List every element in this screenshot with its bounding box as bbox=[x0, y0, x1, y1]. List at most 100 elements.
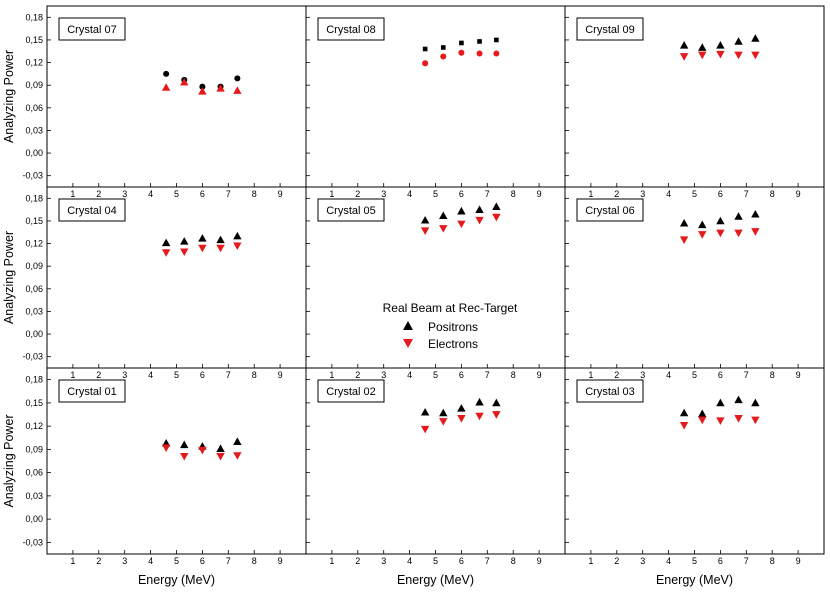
positron-point bbox=[180, 440, 189, 449]
x-tick-label: 1 bbox=[329, 556, 334, 566]
electron-point bbox=[161, 83, 171, 91]
x-tick-label: 6 bbox=[718, 556, 723, 566]
panel-label-box bbox=[58, 17, 126, 41]
y-tick-label: 0,12 bbox=[25, 421, 43, 431]
positron-point bbox=[477, 39, 482, 44]
panel-crystal-01: -0,03 0,00 0,03 0,06 0,09 0,12 0,15 0,18 1 2 3 4 5 6 7… bbox=[22, 367, 307, 566]
electron-point bbox=[679, 421, 689, 430]
x-tick-label: 8 bbox=[511, 370, 516, 380]
positron-point bbox=[459, 40, 464, 46]
x-tick-label: 8 bbox=[770, 189, 775, 199]
y-tick-label: 0,15 bbox=[25, 398, 43, 408]
x-tick-label: 2 bbox=[614, 556, 619, 566]
electron-point bbox=[422, 60, 429, 67]
electron-point bbox=[161, 444, 171, 453]
y-tick-label: 0,03 bbox=[25, 125, 43, 135]
x-tick-label: 4 bbox=[148, 189, 153, 199]
electron-point bbox=[420, 425, 430, 434]
electron-point bbox=[216, 84, 225, 92]
x-tick-label: 5 bbox=[174, 370, 179, 380]
x-tick-label: 9 bbox=[278, 556, 283, 566]
x-tick-label: 8 bbox=[252, 189, 257, 199]
y-tick-label: 0,09 bbox=[25, 261, 43, 271]
y-axis-title: Analyzing Power bbox=[2, 414, 16, 507]
x-tick-label: 4 bbox=[148, 556, 153, 566]
x-tick-label: 6 bbox=[459, 189, 464, 199]
x-tick-label: 2 bbox=[96, 556, 101, 566]
x-tick-label: 8 bbox=[511, 189, 516, 199]
panel-label-box bbox=[317, 17, 385, 41]
positron-point bbox=[492, 398, 501, 407]
electron-point bbox=[698, 231, 707, 239]
positron-point bbox=[233, 231, 242, 240]
x-tick-label: 5 bbox=[692, 189, 697, 199]
x-tick-label: 6 bbox=[459, 370, 464, 380]
x-tick-label: 5 bbox=[174, 189, 179, 199]
x-tick-label: 6 bbox=[459, 556, 464, 566]
electron-point bbox=[492, 213, 501, 222]
x-axis-title: Energy (MeV) bbox=[397, 573, 474, 587]
electron-point bbox=[458, 49, 465, 56]
x-tick-label: 1 bbox=[588, 556, 593, 566]
y-axis-title: Analyzing Power bbox=[2, 50, 16, 143]
x-tick-label: 8 bbox=[252, 370, 257, 380]
x-tick-label: 3 bbox=[640, 370, 645, 380]
panel-crystal-06: 1 2 3 4 5 6 7 8 9 Crystal 06 bbox=[564, 186, 825, 380]
x-tick-label: 5 bbox=[174, 556, 179, 566]
electron-point bbox=[180, 248, 189, 257]
y-axis-title: Analyzing Power bbox=[2, 231, 16, 324]
electron-point bbox=[216, 244, 225, 253]
panel-label: Crystal 05 bbox=[326, 205, 376, 217]
x-tick-label: 5 bbox=[692, 556, 697, 566]
positron-point bbox=[233, 437, 242, 445]
x-tick-label: 6 bbox=[718, 370, 723, 380]
x-axis-title: Energy (MeV) bbox=[656, 573, 733, 587]
x-tick-label: 3 bbox=[122, 556, 127, 566]
y-tick-label: 0,00 bbox=[25, 329, 43, 339]
x-tick-label: 3 bbox=[640, 556, 645, 566]
positron-point bbox=[679, 41, 689, 49]
electron-point bbox=[216, 452, 225, 461]
positron-point bbox=[734, 395, 743, 404]
x-tick-label: 7 bbox=[485, 189, 490, 199]
x-tick-label: 9 bbox=[537, 189, 542, 199]
x-tick-label: 6 bbox=[200, 370, 205, 380]
legend-positrons-marker bbox=[403, 321, 413, 330]
positron-point bbox=[716, 216, 725, 225]
x-tick-label: 1 bbox=[70, 189, 75, 199]
panel-crystal-07: -0,03 0,00 0,03 0,06 0,09 0,12 0,15 0,18 1 2 3 4 5 6 7… bbox=[22, 5, 307, 199]
x-tick-label: 6 bbox=[200, 556, 205, 566]
x-axis-title: Energy (MeV) bbox=[138, 573, 215, 587]
y-tick-label: 0,06 bbox=[25, 468, 43, 478]
electron-point bbox=[698, 51, 707, 60]
y-tick-label: 0,09 bbox=[25, 80, 43, 90]
electron-point bbox=[734, 415, 743, 423]
panel-crystal-09: 1 2 3 4 5 6 7 8 9 Crystal 09 bbox=[564, 5, 825, 199]
electron-point bbox=[716, 417, 725, 425]
panel-crystal-08: 1 2 3 4 5 6 7 8 9 Crystal 08 bbox=[305, 5, 566, 199]
y-tick-label: 0,06 bbox=[25, 284, 43, 294]
positron-point bbox=[734, 212, 743, 220]
x-tick-label: 9 bbox=[796, 370, 801, 380]
x-tick-label: 7 bbox=[744, 370, 749, 380]
positron-point bbox=[492, 202, 501, 210]
positron-point bbox=[716, 41, 725, 49]
x-tick-label: 7 bbox=[226, 370, 231, 380]
legend-positrons-label: Positrons bbox=[428, 320, 478, 334]
panels-layer: -0,03 0,00 0,03 0,06 0,09 0,12 0,15 0,18 1 2 3 4 5 6 7… bbox=[22, 5, 825, 566]
positron-point bbox=[161, 238, 171, 247]
x-tick-label: 8 bbox=[511, 556, 516, 566]
panel-label: Crystal 04 bbox=[67, 205, 117, 217]
positron-point bbox=[180, 237, 189, 245]
panel-crystal-05: 1 2 3 4 5 6 7 8 9 Crystal 05 bbox=[305, 186, 566, 380]
positron-point bbox=[198, 234, 207, 242]
electron-point bbox=[198, 244, 207, 253]
legend-title: Real Beam at Rec-Target bbox=[383, 301, 518, 315]
panel-crystal-02: 1 2 3 4 5 6 7 8 9 Crystal 02 bbox=[305, 367, 566, 566]
x-tick-label: 2 bbox=[96, 370, 101, 380]
electron-point bbox=[420, 227, 430, 235]
x-tick-label: 4 bbox=[407, 189, 412, 199]
x-tick-label: 3 bbox=[640, 189, 645, 199]
x-tick-label: 2 bbox=[355, 189, 360, 199]
